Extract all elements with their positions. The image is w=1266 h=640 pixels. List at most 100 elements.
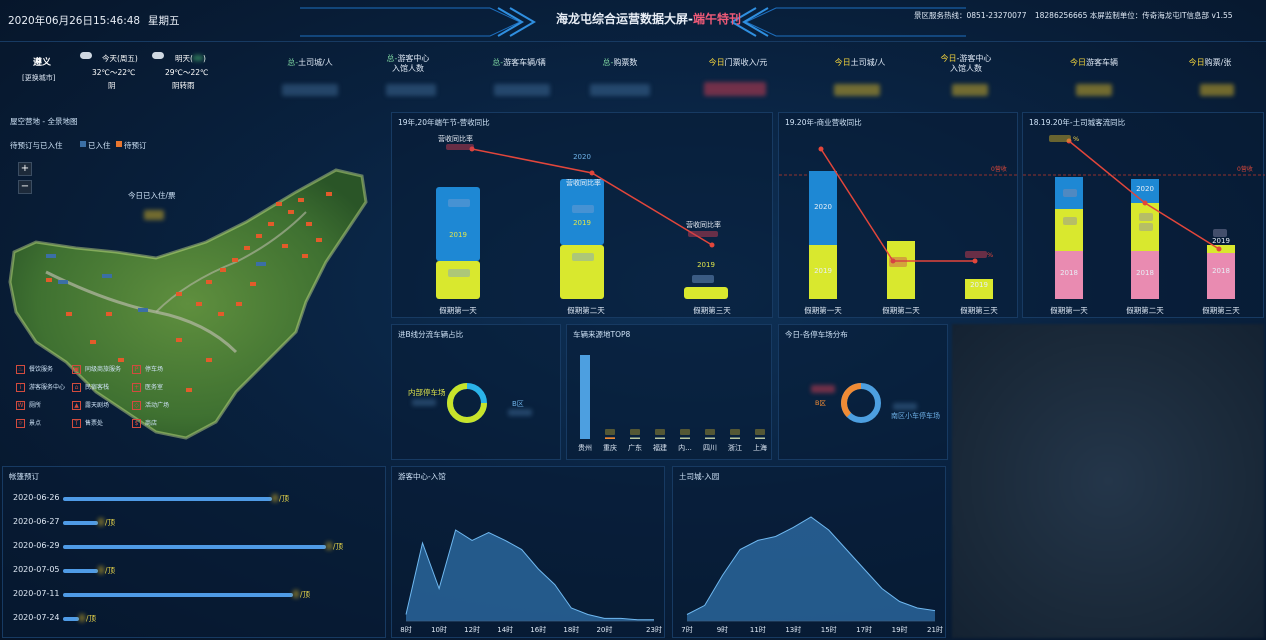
yoy-value-blurred — [965, 251, 987, 258]
stat-value-blurred — [494, 84, 550, 96]
tent-booking-title: 帐篷预订 — [9, 472, 39, 481]
bar-2020-day1 — [809, 171, 837, 245]
tick-label: 12时 — [464, 625, 480, 634]
map-markers[interactable] — [46, 192, 332, 392]
bar-2018-day1 — [1055, 251, 1083, 299]
yoy-point — [818, 146, 824, 152]
value-blurred — [572, 205, 594, 213]
yoy-point — [1216, 246, 1222, 252]
value-blurred — [1063, 217, 1077, 225]
bar-2020-day2 — [1131, 179, 1159, 203]
tick-label: 15时 — [821, 625, 837, 634]
shop-icon: $ — [132, 419, 141, 428]
change-city-link[interactable]: [更换城市] — [22, 74, 56, 82]
value-blurred — [1063, 189, 1077, 197]
bar-2019-day1 — [436, 261, 480, 299]
legend-parking: P 停车场 — [132, 364, 163, 374]
booking-date: 2020-07-05 — [13, 565, 60, 574]
category-label: 假期第一天 — [439, 305, 477, 315]
booking-date: 2020-06-26 — [13, 493, 60, 502]
stat-value-blurred — [1200, 84, 1234, 96]
value-blurred — [1213, 229, 1227, 237]
pct-label: % — [1073, 135, 1079, 143]
category-label: 内... — [678, 443, 692, 452]
value-blurred — [605, 429, 615, 435]
zoom-in-button[interactable]: + — [18, 162, 32, 176]
booking-date: 2020-06-29 — [13, 541, 60, 550]
header-frame — [300, 7, 966, 37]
legend-booked-label: 待预订 — [124, 141, 147, 150]
tick-label: 23时 — [646, 625, 662, 634]
booking-unit: /顶 — [105, 518, 116, 527]
bar-7 — [755, 437, 765, 439]
label-2019: 2019 — [697, 261, 715, 269]
diversion-title: 进B线分流车辆占比 — [398, 330, 464, 339]
category-label: 假期第二天 — [882, 305, 920, 315]
bar-0 — [580, 355, 590, 439]
stat-today-vehicles: 今日游客车辆 — [1054, 54, 1134, 102]
booking-date: 2020-06-27 — [13, 517, 60, 526]
label-2019: 2019 — [814, 267, 832, 275]
label-2020: 2020 — [1136, 185, 1154, 193]
bar-1 — [605, 437, 615, 439]
booking-unit: /顶 — [86, 614, 97, 623]
diversion-inner-label: 内部停车场 — [408, 388, 446, 397]
stat-total-visitor-center: 总-游客中心 入馆人数 — [368, 50, 448, 102]
stat-today-tusi: 今日土司城/人 — [820, 54, 900, 102]
bar-2018-day3 — [1207, 253, 1235, 299]
value-blurred — [705, 429, 715, 435]
legend-plaza: ◇ 活动广场 — [132, 400, 169, 410]
legend-scenic: ☼ 景点 — [16, 419, 42, 428]
booking-value-blurred — [272, 494, 278, 502]
booking-value-blurred — [79, 614, 85, 622]
yoy-point — [709, 242, 715, 248]
zoom-out-button[interactable]: − — [18, 180, 32, 194]
booking-date: 2020-07-24 — [13, 613, 60, 622]
bar-2020-day2 — [560, 179, 604, 245]
tick-label: 14时 — [497, 625, 513, 634]
booking-bar — [63, 497, 272, 501]
label-2020: 2020 — [573, 153, 591, 161]
dining-icon: ♨ — [16, 365, 25, 374]
category-label: 假期第三天 — [960, 305, 998, 315]
booking-value-blurred — [293, 590, 299, 598]
dragon-boat-revenue-panel: 19年,20年端午节-营收同比 2019 2019 2019 2020 营收同比率 营收同… — [391, 112, 773, 318]
tick-label: 8时 — [400, 625, 411, 634]
stat-total-tickets: 总-购票数 — [580, 54, 660, 102]
stat-total-tusi: 总-土司城/人 — [270, 54, 350, 102]
ticket-icon: T — [72, 419, 81, 428]
label-2020: 2020 — [814, 203, 832, 211]
legend-ticket: T 售票处 — [72, 418, 103, 428]
label-2019: 2019 — [1212, 237, 1230, 245]
commerce-chart: 0营收 2020 2019 2019% 假期第一天 假期第二天 假期第三天 — [779, 146, 1019, 315]
weekday: 星期五 — [148, 15, 180, 27]
theater-icon: ▲ — [72, 401, 81, 410]
category-label: 假期第三天 — [1202, 305, 1240, 315]
today-temp: 32℃～22℃ — [92, 68, 136, 77]
visitor-center-chart: 8时 10时 12时 14时 16时 18时 20时 23时 — [400, 529, 662, 634]
header-info: 景区服务热线：0851-23270077 18286256665 本屏监制单位：… — [914, 10, 1233, 21]
plaza-icon: ◇ — [132, 401, 141, 410]
diversion-outer-value — [508, 409, 532, 416]
cloud-icon — [80, 52, 92, 59]
stat-today-tickets: 今日购票/张 — [1170, 54, 1250, 102]
target-label: 0营收 — [1237, 165, 1253, 173]
today-checkin-value — [144, 210, 164, 220]
category-label: 贵州 — [578, 443, 592, 452]
bar-6 — [730, 437, 740, 439]
tomorrow-label: 明天() — [175, 54, 206, 63]
value-blurred — [755, 429, 765, 435]
category-label: 假期第一天 — [1050, 305, 1088, 315]
label-2019: 2019 — [970, 281, 988, 289]
category-label: 假期第三天 — [693, 305, 731, 315]
bar-2019-day3 — [965, 279, 993, 299]
tick-label: 7时 — [681, 625, 692, 634]
today-desc: 阴 — [108, 81, 116, 90]
value-blurred — [730, 429, 740, 435]
area-line — [405, 529, 654, 621]
today-checkin-label: 今日已入住/票 — [128, 191, 176, 200]
bar-2019-day3 — [684, 287, 728, 299]
scenic-map[interactable] — [6, 162, 370, 442]
scenic-icon: ☼ — [16, 419, 25, 428]
